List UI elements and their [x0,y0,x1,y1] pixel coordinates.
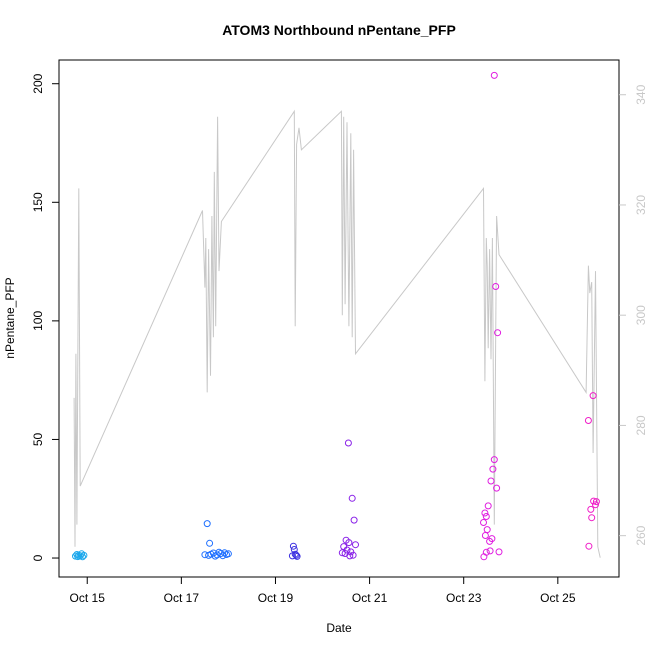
y-tick-label: 50 [31,432,45,446]
x-tick-label: Oct 15 [70,591,106,605]
data-point [289,542,297,550]
y-axis-left: 0 50 100 150 200 [31,73,59,561]
plot-border [58,59,620,578]
x-axis: Oct 15 Oct 17 Oct 19 Oct 21 Oct 23 Oct 25 [70,576,576,605]
data-point [482,513,490,520]
data-point [346,552,354,560]
data-point [592,498,600,506]
y-tick-label: 100 [31,311,45,331]
data-point [211,552,219,560]
data-point [495,548,503,556]
y-tick-label: 0 [31,554,45,561]
data-point [588,514,596,522]
data-point [589,392,597,400]
data-point [288,552,296,560]
data-point [484,502,492,510]
y-tick-label: 150 [31,192,45,212]
data-point [345,539,353,547]
data-point [487,477,495,485]
data-point [293,552,301,560]
x-tick-label: Oct 19 [258,591,294,605]
y-axis-right: 260 280 300 320 340 [619,84,648,546]
y2-tick-label: 340 [634,84,648,104]
secondary-line [73,109,601,558]
data-point [344,439,352,447]
data-point [203,520,211,528]
y2-tick-label: 280 [634,415,648,435]
data-point [349,551,357,559]
data-point [350,516,358,524]
secondary-line-series [73,109,601,558]
data-point [352,541,359,549]
x-tick-label: Oct 17 [164,591,200,605]
data-point [490,456,498,464]
y-axis-label: nPentane_PFP [3,277,17,358]
chart-title: ATOM3 Northbound nPentane_PFP [222,22,456,38]
data-point [80,551,88,559]
y-tick-label: 200 [31,73,45,93]
data-point [480,519,487,526]
data-point [481,532,489,539]
data-point [348,494,356,502]
data-point [587,505,595,513]
data-point [206,539,214,547]
data-point [480,553,488,561]
data-point [492,283,500,290]
data-point [483,526,491,534]
x-tick-label: Oct 25 [540,591,576,605]
data-point [592,501,599,509]
y2-tick-label: 320 [634,195,648,215]
y2-tick-label: 300 [634,305,648,325]
plot-frame [58,59,620,578]
x-axis-label: Date [326,621,352,635]
data-point [486,547,494,555]
data-point [224,550,232,558]
data-point [340,543,348,551]
data-point [292,551,300,559]
scatter-points [72,71,600,561]
data-point [494,329,502,337]
data-point [584,417,592,424]
data-point [79,553,86,561]
data-point [493,484,501,492]
x-tick-label: Oct 21 [352,591,388,605]
x-tick-label: Oct 23 [446,591,482,605]
data-point [590,497,598,505]
data-point [490,71,498,79]
data-point [489,465,497,473]
data-point [221,549,229,557]
y2-tick-label: 260 [634,525,648,545]
data-point [481,509,489,517]
data-point [338,549,346,557]
data-point [585,542,593,550]
data-point [486,537,494,545]
